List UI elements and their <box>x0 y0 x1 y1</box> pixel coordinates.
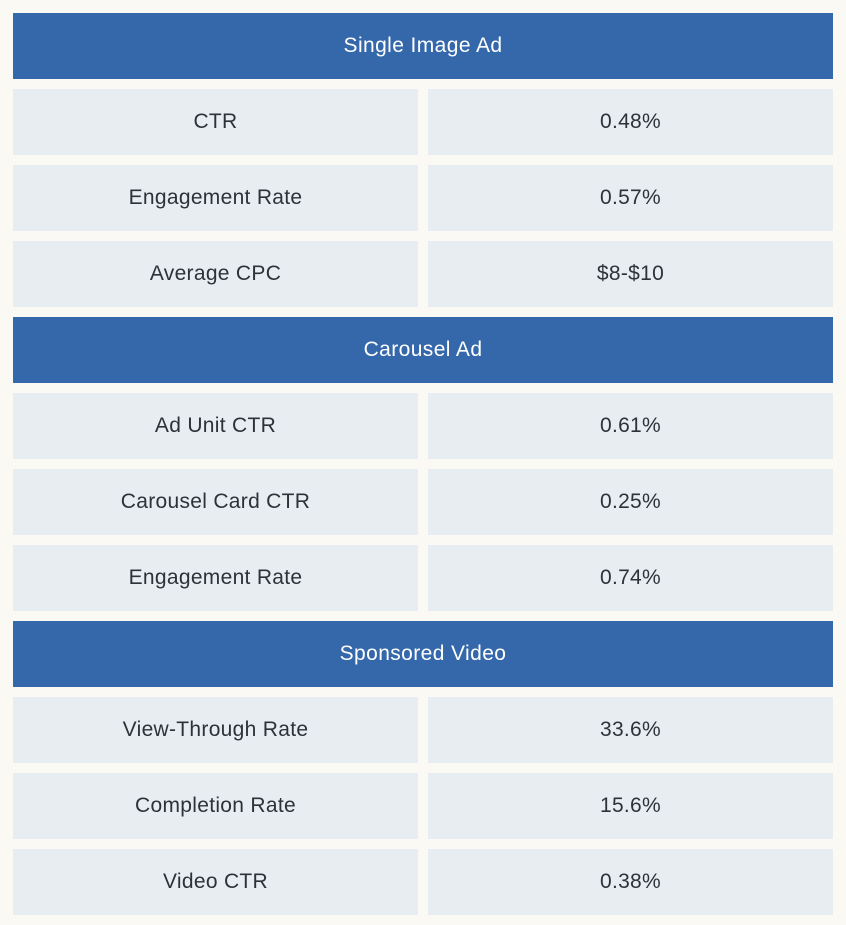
value-cell: 0.74% <box>428 545 833 611</box>
metric-cell: Carousel Card CTR <box>13 469 418 535</box>
ad-benchmarks-table: Single Image Ad CTR 0.48% Engagement Rat… <box>13 13 833 915</box>
value-cell: 15.6% <box>428 773 833 839</box>
metric-cell: View-Through Rate <box>13 697 418 763</box>
section-header-carousel-ad: Carousel Ad <box>13 317 833 383</box>
metric-cell: Engagement Rate <box>13 165 418 231</box>
metric-cell: Video CTR <box>13 849 418 915</box>
value-cell: 0.25% <box>428 469 833 535</box>
value-cell: $8-$10 <box>428 241 833 307</box>
metric-cell: Engagement Rate <box>13 545 418 611</box>
section-header-single-image-ad: Single Image Ad <box>13 13 833 79</box>
value-cell: 0.57% <box>428 165 833 231</box>
metric-cell: Completion Rate <box>13 773 418 839</box>
value-cell: 0.61% <box>428 393 833 459</box>
metric-cell: Average CPC <box>13 241 418 307</box>
value-cell: 33.6% <box>428 697 833 763</box>
section-header-sponsored-video: Sponsored Video <box>13 621 833 687</box>
value-cell: 0.48% <box>428 89 833 155</box>
metric-cell: Ad Unit CTR <box>13 393 418 459</box>
value-cell: 0.38% <box>428 849 833 915</box>
metric-cell: CTR <box>13 89 418 155</box>
